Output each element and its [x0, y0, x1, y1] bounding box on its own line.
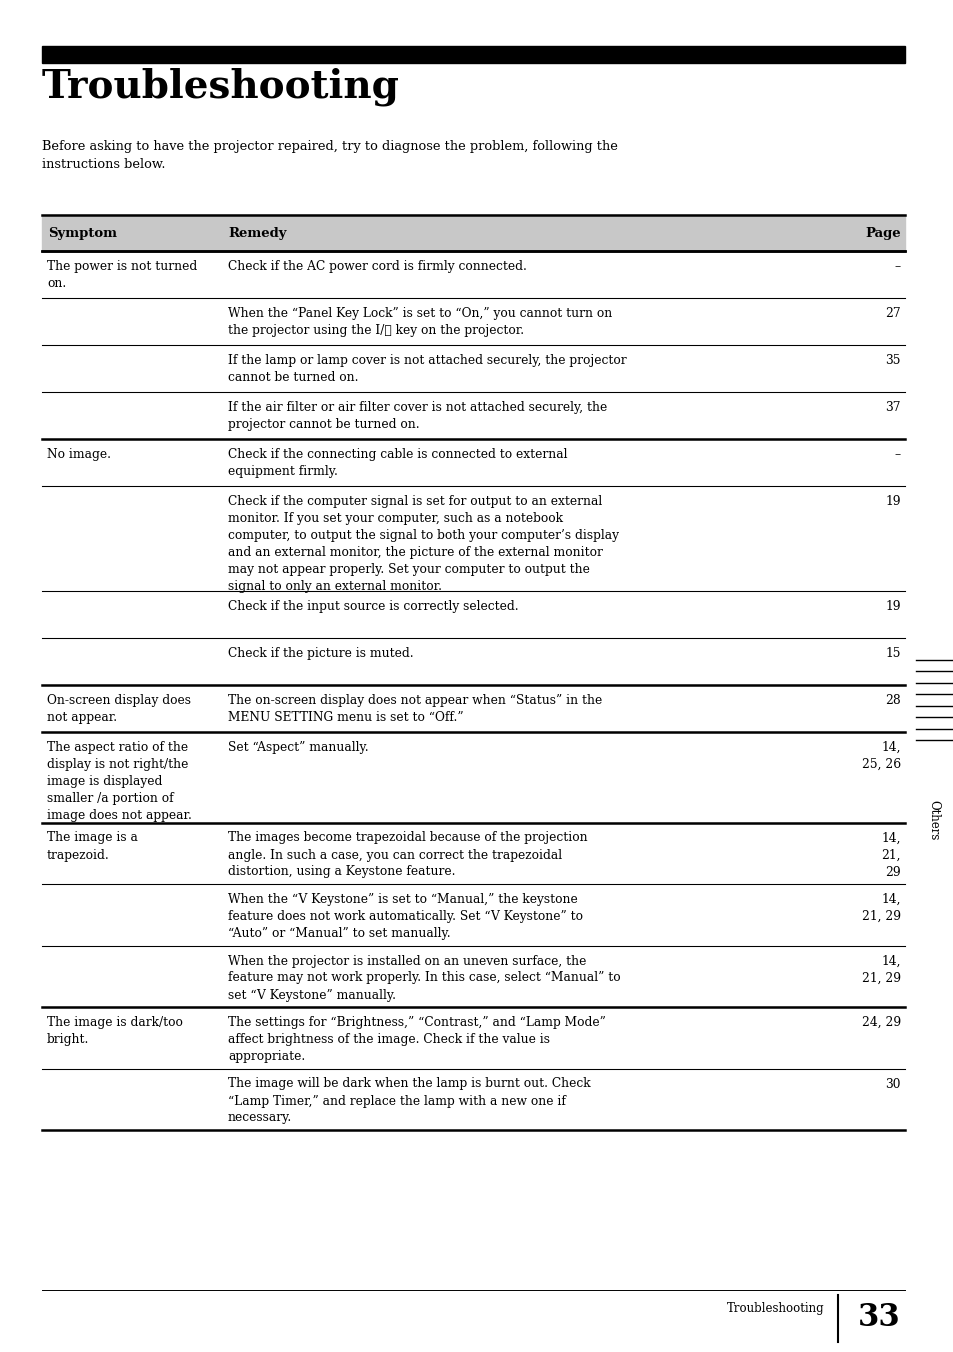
Text: 14,
21,
29: 14, 21, 29 [881, 831, 900, 879]
Text: On-screen display does
not appear.: On-screen display does not appear. [47, 694, 191, 725]
Text: 19: 19 [884, 600, 900, 612]
Text: 28: 28 [884, 694, 900, 707]
Text: –: – [894, 448, 900, 461]
Text: –: – [894, 260, 900, 273]
Text: Symptom: Symptom [48, 227, 117, 241]
Text: Page: Page [864, 227, 900, 241]
Text: The image is a
trapezoid.: The image is a trapezoid. [47, 831, 138, 861]
Bar [42, 46, 904, 64]
Text: The settings for “Brightness,” “Contrast,” and “Lamp Mode”
affect brightness of : The settings for “Brightness,” “Contrast… [228, 1015, 605, 1063]
Text: 14,
21, 29: 14, 21, 29 [861, 955, 900, 984]
Text: 14,
21, 29: 14, 21, 29 [861, 894, 900, 923]
Text: The image is dark/too
bright.: The image is dark/too bright. [47, 1015, 183, 1046]
Bar [42, 215, 904, 251]
Text: If the lamp or lamp cover is not attached securely, the projector
cannot be turn: If the lamp or lamp cover is not attache… [228, 354, 626, 384]
Text: Check if the input source is correctly selected.: Check if the input source is correctly s… [228, 600, 518, 612]
Text: 19: 19 [884, 495, 900, 508]
Text: Remedy: Remedy [228, 227, 286, 241]
Text: 15: 15 [884, 648, 900, 660]
Text: Set “Aspect” manually.: Set “Aspect” manually. [228, 741, 368, 754]
Text: When the “V Keystone” is set to “Manual,” the keystone
feature does not work aut: When the “V Keystone” is set to “Manual,… [228, 894, 582, 940]
Text: Troubleshooting: Troubleshooting [726, 1302, 824, 1315]
Text: No image.: No image. [47, 448, 111, 461]
Text: Troubleshooting: Troubleshooting [42, 68, 399, 107]
Text: 24, 29: 24, 29 [861, 1015, 900, 1029]
Text: Before asking to have the projector repaired, try to diagnose the problem, follo: Before asking to have the projector repa… [42, 141, 618, 172]
Text: When the “Panel Key Lock” is set to “On,” you cannot turn on
the projector using: When the “Panel Key Lock” is set to “On,… [228, 307, 612, 337]
Text: When the projector is installed on an uneven surface, the
feature may not work p: When the projector is installed on an un… [228, 955, 620, 1002]
Text: 27: 27 [884, 307, 900, 320]
Text: If the air filter or air filter cover is not attached securely, the
projector ca: If the air filter or air filter cover is… [228, 402, 607, 431]
Text: The power is not turned
on.: The power is not turned on. [47, 260, 197, 289]
Text: 37: 37 [884, 402, 900, 414]
Text: 30: 30 [884, 1078, 900, 1091]
Text: Check if the connecting cable is connected to external
equipment firmly.: Check if the connecting cable is connect… [228, 448, 567, 479]
Text: 14,
25, 26: 14, 25, 26 [861, 741, 900, 771]
Text: The images become trapezoidal because of the projection
angle. In such a case, y: The images become trapezoidal because of… [228, 831, 587, 879]
Text: Check if the picture is muted.: Check if the picture is muted. [228, 648, 414, 660]
Text: 33: 33 [858, 1302, 900, 1333]
Text: The aspect ratio of the
display is not right/the
image is displayed
smaller /a p: The aspect ratio of the display is not r… [47, 741, 192, 822]
Text: Check if the computer signal is set for output to an external
monitor. If you se: Check if the computer signal is set for … [228, 495, 618, 594]
Text: Check if the AC power cord is firmly connected.: Check if the AC power cord is firmly con… [228, 260, 526, 273]
Text: The image will be dark when the lamp is burnt out. Check
“Lamp Timer,” and repla: The image will be dark when the lamp is … [228, 1078, 590, 1125]
Text: Others: Others [926, 800, 940, 841]
Text: The on-screen display does not appear when “Status” in the
MENU SETTING menu is : The on-screen display does not appear wh… [228, 694, 601, 725]
Text: 35: 35 [884, 354, 900, 366]
